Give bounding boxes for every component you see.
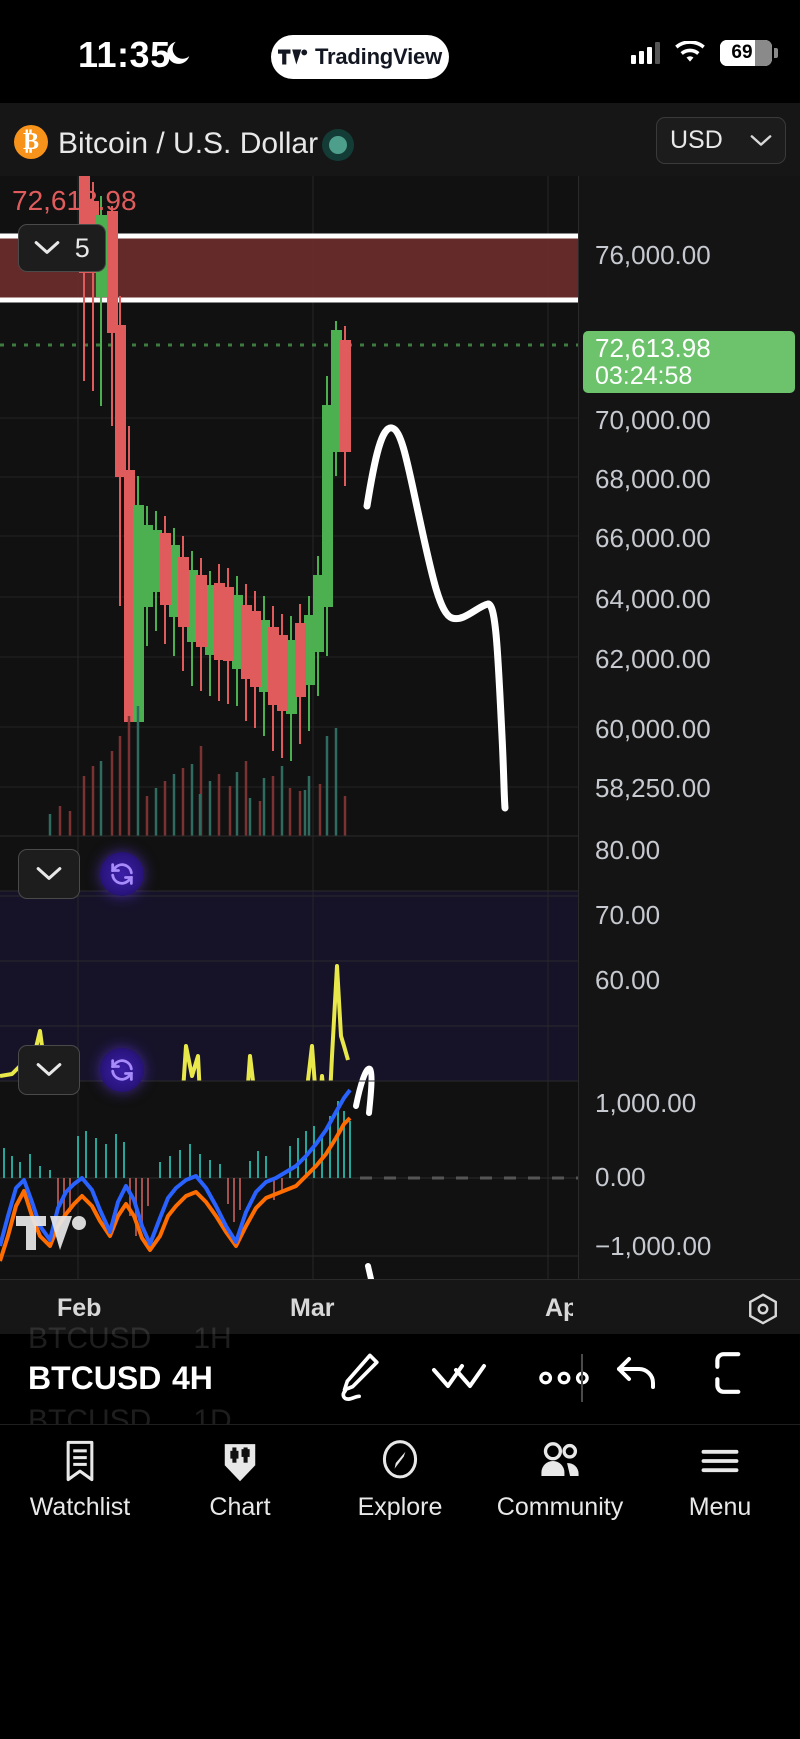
nav-label-chart: Chart — [209, 1493, 271, 1521]
macd-signal-line — [0, 1116, 352, 1262]
menu-hamburger-icon — [701, 1449, 739, 1473]
tradingview-logo-icon — [16, 1216, 86, 1250]
macd-sync-refresh-icon[interactable] — [100, 1048, 144, 1092]
toolbar-ghost-above: BTCUSD 1H — [28, 1322, 232, 1356]
price-axis-tick: 76,000.00 — [595, 240, 711, 270]
rsi-pane-collapse-button[interactable] — [18, 849, 80, 899]
nav-item-chart[interactable]: Chart — [160, 1439, 320, 1522]
tradingview-logo-icon — [278, 49, 308, 65]
currency-selector[interactable]: USD — [656, 117, 786, 164]
status-bar: 11:35 TradingView 69 — [0, 0, 800, 103]
chevron-down-icon — [34, 241, 60, 254]
tradingview-app-pill: TradingView — [271, 35, 449, 79]
nav-label-community: Community — [496, 1493, 624, 1521]
macd-axis-tick: −1,000.00 — [595, 1231, 712, 1261]
indicators-chevrons-icon[interactable] — [430, 1357, 490, 1399]
chevron-down-icon — [36, 867, 62, 880]
toolbar-timeframe-button[interactable]: 4H — [172, 1360, 213, 1396]
more-dots-icon[interactable] — [536, 1367, 592, 1389]
ghost-timeframe-above: 1H — [193, 1322, 232, 1355]
tradingview-app-pill-label: TradingView — [315, 44, 442, 69]
status-bar-indicators: 69 — [631, 40, 778, 66]
rsi-axis-tick: 70.00 — [595, 900, 661, 930]
drawn-price-projection — [363, 424, 509, 812]
watchlist-bookmark-icon — [66, 1440, 94, 1482]
time-axis-tick: Feb — [57, 1294, 102, 1322]
macd-pane-collapse-button[interactable] — [18, 1045, 80, 1095]
drawn-rsi-projection — [353, 1065, 375, 1116]
bottom-navigation[interactable]: Watchlist Chart Explore — [0, 1424, 800, 1739]
timezone-settings-icon[interactable] — [746, 1292, 780, 1326]
toolbar-icon-group — [330, 1350, 592, 1406]
crescent-moon-icon — [167, 41, 190, 64]
fullscreen-brackets-icon[interactable] — [710, 1350, 754, 1396]
chevron-down-icon — [36, 1063, 62, 1076]
nav-label-menu: Menu — [688, 1493, 752, 1521]
price-axis-tick: 70,000.00 — [595, 405, 711, 435]
price-axis[interactable]: 76,000.00 72,613.98 03:24:58 70,000.00 6… — [578, 176, 800, 1279]
chart-canvas — [0, 176, 578, 1279]
macd-axis-tick: 0.00 — [595, 1162, 646, 1192]
time-axis-tick: Mar — [290, 1294, 335, 1322]
community-people-icon — [541, 1442, 579, 1477]
last-price-legend: 72,613.98 — [12, 185, 137, 216]
pencil-draw-icon[interactable] — [330, 1350, 384, 1406]
price-axis-tick: 62,000.00 — [595, 644, 711, 674]
chevron-down-icon — [750, 134, 772, 146]
bar-countdown: 03:24:58 — [595, 361, 693, 390]
nav-item-watchlist[interactable]: Watchlist — [0, 1439, 160, 1522]
currency-selector-value: USD — [670, 126, 723, 154]
nav-item-explore[interactable]: Explore — [320, 1439, 480, 1522]
price-axis-tick: 68,000.00 — [595, 464, 711, 494]
nav-label-explore: Explore — [357, 1493, 443, 1521]
nav-label-watchlist: Watchlist — [29, 1493, 131, 1521]
legend-collapse-button[interactable]: 5 — [18, 224, 106, 272]
chart-area[interactable]: 72,613.98 5 — [0, 176, 800, 1279]
chart-header: ₿ Bitcoin / U.S. Dollar USD — [0, 103, 800, 176]
chart-plot[interactable]: 72,613.98 5 — [0, 176, 578, 1279]
ghost-symbol-above: BTCUSD — [28, 1322, 152, 1355]
price-axis-tick: 60,000.00 — [595, 714, 711, 744]
chart-candles-icon — [224, 1444, 256, 1482]
current-price-value: 72,613.98 — [595, 332, 711, 363]
nav-item-menu[interactable]: Menu — [640, 1439, 800, 1522]
price-axis-tick: 58,250.00 — [595, 773, 711, 803]
cellular-signal-icon — [631, 42, 660, 64]
rsi-sync-refresh-icon[interactable] — [100, 852, 144, 896]
battery-level-label: 69 — [731, 42, 753, 63]
market-open-dot-icon — [322, 129, 354, 161]
toolbar-symbol-button[interactable]: BTCUSD — [28, 1360, 162, 1396]
price-axis-tick: 64,000.00 — [595, 584, 711, 614]
price-axis-tick: 66,000.00 — [595, 523, 711, 553]
chart-toolbar[interactable]: BTCUSD 1H BTCUSD 4H BTCUSD 1D — [0, 1322, 800, 1437]
undo-arrow-icon[interactable] — [612, 1351, 662, 1395]
time-axis[interactable]: Feb Mar Ap — [0, 1279, 800, 1334]
current-price-badge: 72,613.98 03:24:58 — [583, 331, 795, 393]
rsi-axis-tick: 60.00 — [595, 965, 661, 995]
toolbar-divider — [581, 1354, 583, 1402]
indicator-count-label: 5 — [74, 232, 90, 263]
rsi-axis-tick: 80.00 — [595, 835, 661, 865]
time-axis-tick: Ap — [545, 1294, 573, 1322]
nav-item-community[interactable]: Community — [480, 1439, 640, 1522]
toolbar-right-group — [612, 1350, 754, 1396]
bitcoin-icon: ₿ — [14, 125, 48, 159]
status-bar-time: 11:35 — [78, 34, 171, 75]
symbol-title[interactable]: Bitcoin / U.S. Dollar — [58, 127, 319, 160]
wifi-icon — [675, 41, 705, 62]
macd-axis-tick: 1,000.00 — [595, 1088, 697, 1118]
explore-compass-icon — [382, 1440, 418, 1479]
battery-indicator: 69 — [720, 40, 778, 66]
